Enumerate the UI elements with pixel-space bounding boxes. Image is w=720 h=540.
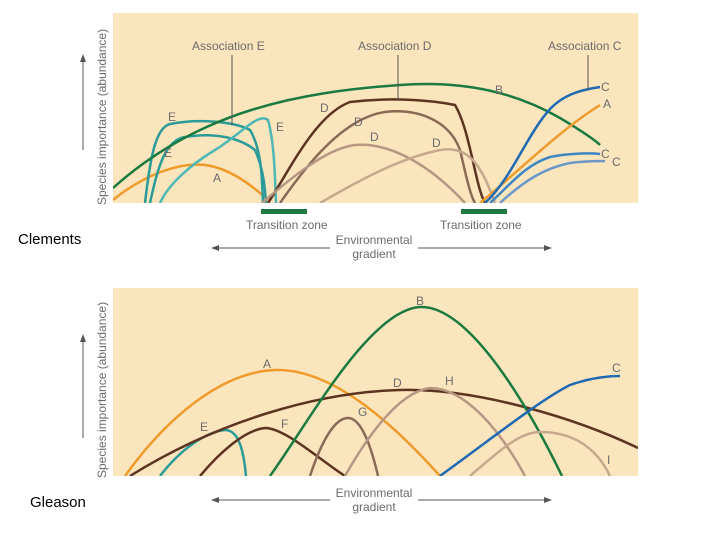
curve-c-3 xyxy=(499,159,606,203)
curve-label-c2: C xyxy=(601,147,610,161)
gleason-plot-background xyxy=(113,288,638,476)
curve-label-h: H xyxy=(445,374,454,388)
curve-label-g: G xyxy=(358,405,367,419)
label-association-d: Association D xyxy=(358,39,432,53)
curve-label-i: I xyxy=(607,453,610,467)
clements-gradient-label-1: Environmental xyxy=(336,233,413,247)
curve-label-d: D xyxy=(393,376,402,390)
curve-h xyxy=(343,386,527,476)
curve-label-e1: E xyxy=(168,110,176,124)
curve-label-f: F xyxy=(281,417,288,431)
gleason-y-axis-label: Species importance (abundance) xyxy=(95,302,109,478)
curve-label-d1: D xyxy=(320,101,329,115)
curve-d-4 xyxy=(319,148,497,203)
curve-c xyxy=(439,374,621,476)
gleason-curves xyxy=(123,305,638,476)
clements-panel: Species importance (abundance) xyxy=(80,13,638,261)
curve-e xyxy=(159,428,248,476)
curve-label-e3: E xyxy=(276,120,284,134)
curve-a-left xyxy=(113,163,269,201)
curve-b xyxy=(268,305,564,476)
clements-curves xyxy=(113,82,606,203)
curve-label-a-left: A xyxy=(213,171,221,185)
curve-label-a-right: A xyxy=(603,97,611,111)
clements-y-axis-label: Species importance (abundance) xyxy=(95,29,109,205)
curve-a xyxy=(123,368,441,476)
curve-d-1 xyxy=(266,98,487,203)
clements-label: Clements xyxy=(18,231,82,248)
curve-g xyxy=(308,416,380,476)
curve-d-2 xyxy=(278,110,477,203)
curve-e-2 xyxy=(148,133,268,203)
transition-zone-label-1: Transition zone xyxy=(246,218,328,232)
curve-label-d3: D xyxy=(370,130,379,144)
curve-label-c1: C xyxy=(601,80,610,94)
transition-zone-bar-2 xyxy=(461,209,507,214)
transition-zone-label-2: Transition zone xyxy=(440,218,522,232)
label-association-e: Association E xyxy=(192,39,265,53)
transition-zone-bar-1 xyxy=(261,209,307,214)
label-association-c: Association C xyxy=(548,39,622,53)
curve-label-e: E xyxy=(200,420,208,434)
curve-label-b: B xyxy=(416,294,424,308)
curve-label-c3: C xyxy=(612,155,621,169)
curve-f xyxy=(199,426,346,476)
gleason-gradient-label-1: Environmental xyxy=(336,486,413,500)
curve-c-1 xyxy=(484,85,601,203)
curve-label-a: A xyxy=(263,357,271,371)
curve-label-e2: E xyxy=(164,146,172,160)
gleason-gradient-label-2: gradient xyxy=(352,500,396,514)
curve-a-right xyxy=(479,103,601,203)
curve-label-b: B xyxy=(495,83,503,97)
gleason-panel: Species importance (abundance) B A C D xyxy=(80,288,638,514)
curve-d xyxy=(129,388,638,476)
curve-i xyxy=(469,430,612,476)
curve-c-2 xyxy=(489,152,601,203)
curve-d-3 xyxy=(261,143,466,203)
gleason-label: Gleason xyxy=(30,494,86,511)
curve-label-d2: D xyxy=(354,115,363,129)
curve-label-c: C xyxy=(612,361,621,375)
curve-label-d4: D xyxy=(432,136,441,150)
curve-e-3 xyxy=(158,117,278,203)
clements-gradient-label-2: gradient xyxy=(352,247,396,261)
